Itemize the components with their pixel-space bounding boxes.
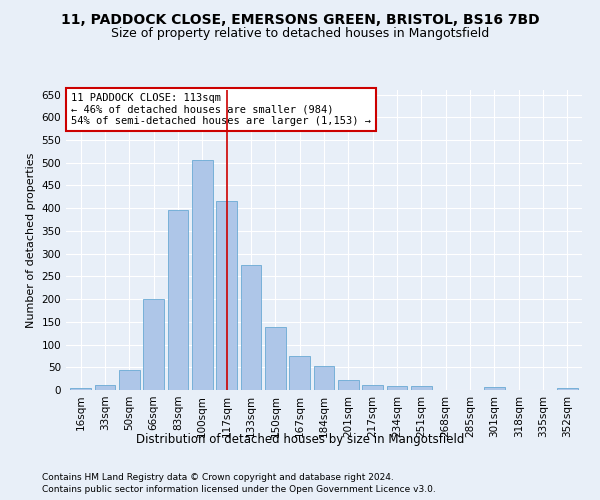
Bar — [167, 210, 188, 390]
Text: Size of property relative to detached houses in Mangotsfield: Size of property relative to detached ho… — [111, 28, 489, 40]
Y-axis label: Number of detached properties: Number of detached properties — [26, 152, 36, 328]
Text: 11 PADDOCK CLOSE: 113sqm
← 46% of detached houses are smaller (984)
54% of semi-: 11 PADDOCK CLOSE: 113sqm ← 46% of detach… — [71, 93, 371, 126]
Bar — [192, 160, 212, 390]
Bar — [362, 384, 383, 390]
Bar — [95, 386, 115, 390]
Bar — [557, 388, 578, 390]
Text: Distribution of detached houses by size in Mangotsfield: Distribution of detached houses by size … — [136, 432, 464, 446]
Bar — [411, 386, 432, 390]
Bar — [484, 388, 505, 390]
Bar — [386, 386, 407, 390]
Bar — [119, 370, 140, 390]
Text: Contains public sector information licensed under the Open Government Licence v3: Contains public sector information licen… — [42, 485, 436, 494]
Text: 11, PADDOCK CLOSE, EMERSONS GREEN, BRISTOL, BS16 7BD: 11, PADDOCK CLOSE, EMERSONS GREEN, BRIST… — [61, 12, 539, 26]
Bar — [70, 388, 91, 390]
Bar — [289, 356, 310, 390]
Bar — [265, 328, 286, 390]
Bar — [314, 366, 334, 390]
Text: Contains HM Land Registry data © Crown copyright and database right 2024.: Contains HM Land Registry data © Crown c… — [42, 472, 394, 482]
Bar — [216, 202, 237, 390]
Bar — [241, 265, 262, 390]
Bar — [338, 380, 359, 390]
Bar — [143, 299, 164, 390]
